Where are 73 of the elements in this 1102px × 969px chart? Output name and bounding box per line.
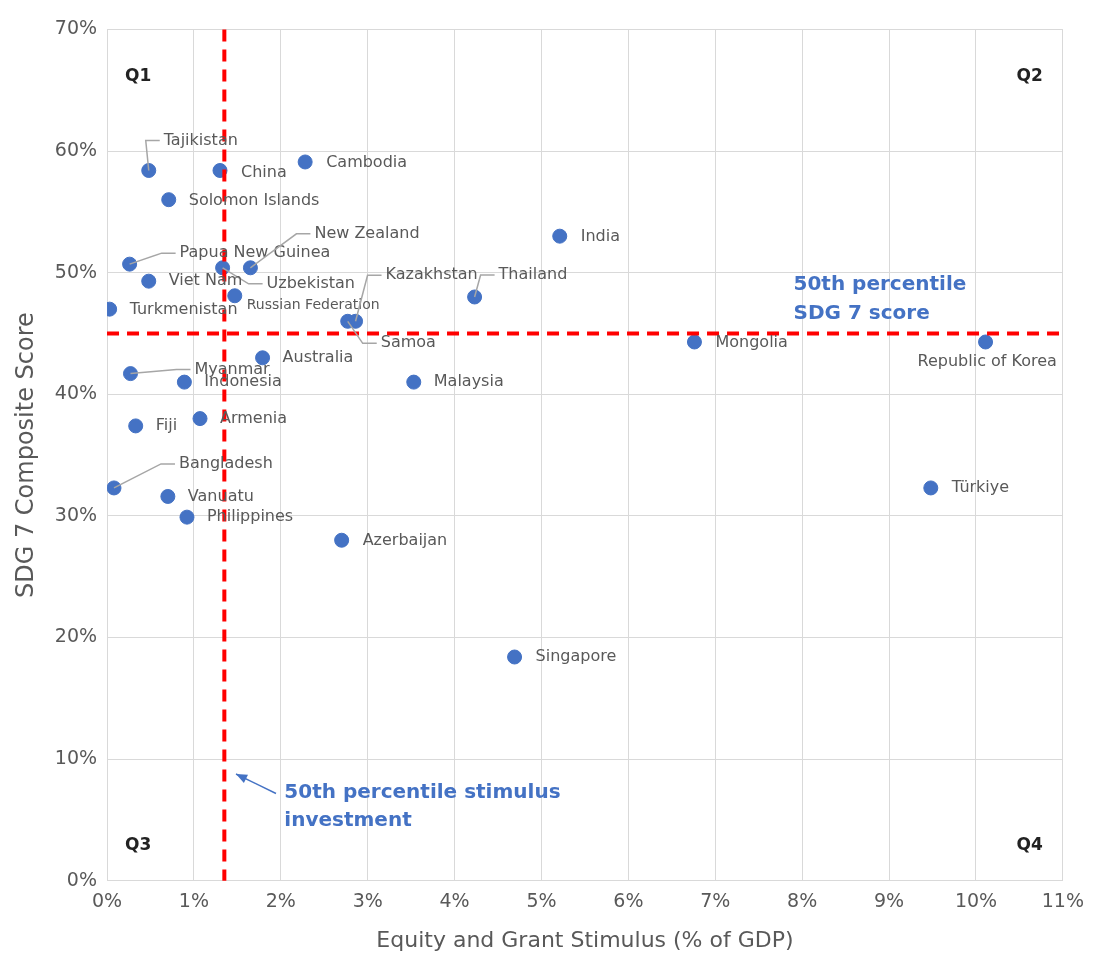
point <box>141 162 157 178</box>
annotation: Thailand <box>497 264 568 284</box>
point <box>467 289 483 305</box>
annotation: Republic of Korea <box>917 351 1057 371</box>
point <box>406 374 422 390</box>
y-tick-label: 20% <box>54 624 98 647</box>
x-tick-label: 4% <box>439 889 470 912</box>
annotation: Malaysia <box>433 371 504 391</box>
point <box>507 649 523 665</box>
point <box>128 418 144 434</box>
annotation: China <box>241 161 287 181</box>
point <box>227 288 243 304</box>
point <box>160 488 176 504</box>
point <box>978 334 994 350</box>
x-tick-label: 8% <box>787 889 818 912</box>
x-tick-label: 10% <box>954 889 998 912</box>
annotation: Cambodia <box>326 152 408 172</box>
y-tick-label: 0% <box>66 867 98 890</box>
y-tick-label: 10% <box>54 746 98 769</box>
x-tick-label: 2% <box>265 889 296 912</box>
point <box>192 411 208 427</box>
x-tick-label: 5% <box>526 889 557 912</box>
annotation: Russian Federation <box>246 296 380 313</box>
x-tick-label: 6% <box>613 889 644 912</box>
y-axis-title: SDG 7 Composite Score <box>10 312 39 598</box>
x-tick-label: 0% <box>91 889 123 912</box>
annotation: Kazakhstan <box>385 264 478 284</box>
annotation: Q3 <box>125 834 152 855</box>
annotation: Singapore <box>535 646 617 666</box>
annotation: Azerbaijan <box>362 530 448 550</box>
point <box>122 256 138 272</box>
annotation: Q4 <box>1016 834 1044 855</box>
x-tick-label: 11% <box>1041 889 1084 912</box>
point <box>107 480 122 496</box>
annotation: India <box>580 226 621 246</box>
x-tick-label: 9% <box>874 889 905 912</box>
y-tick-label: 60% <box>54 137 98 160</box>
annotation: Q1 <box>125 64 152 85</box>
annotation: Tajikistan <box>162 129 238 149</box>
y-tick-label: 40% <box>54 381 98 404</box>
annotation: Solomon Islands <box>188 189 320 209</box>
point <box>923 480 939 496</box>
point <box>161 192 177 208</box>
annotation: Uzbekistan <box>266 272 355 292</box>
annotation: Türkiye <box>950 477 1010 497</box>
annotation: Australia <box>282 346 354 366</box>
point <box>141 273 157 289</box>
y-tick-label: 30% <box>54 502 98 525</box>
annotation: Turkmenistan <box>128 299 238 319</box>
y-tick-label: 70% <box>54 16 98 39</box>
annotation: Mongolia <box>715 332 788 352</box>
x-tick-label: 3% <box>352 889 383 912</box>
point <box>242 260 258 276</box>
point <box>176 374 192 390</box>
ref-line-label: 50th percentile SDG 7 score <box>793 270 967 324</box>
point <box>686 334 702 350</box>
point <box>179 509 195 525</box>
annotation: Fiji <box>155 415 178 435</box>
point <box>297 154 313 170</box>
annotation: New Zealand <box>314 222 420 242</box>
point <box>334 532 350 548</box>
y-tick-label: 50% <box>54 259 98 282</box>
point <box>552 228 568 244</box>
annotation: Samoa <box>380 332 436 352</box>
annotation: Papua New Guinea <box>179 242 331 262</box>
annotation: Viet Nam <box>168 270 243 290</box>
point <box>122 366 138 382</box>
ref-line-label: 50th percentile stimulus investment <box>284 779 561 832</box>
x-axis-title: Equity and Grant Stimulus (% of GDP) <box>376 926 794 952</box>
x-tick-label: 1% <box>178 889 209 912</box>
annotation: Bangladesh <box>178 453 273 473</box>
annotation: Q2 <box>1016 64 1043 85</box>
x-tick-label: 7% <box>700 889 731 912</box>
